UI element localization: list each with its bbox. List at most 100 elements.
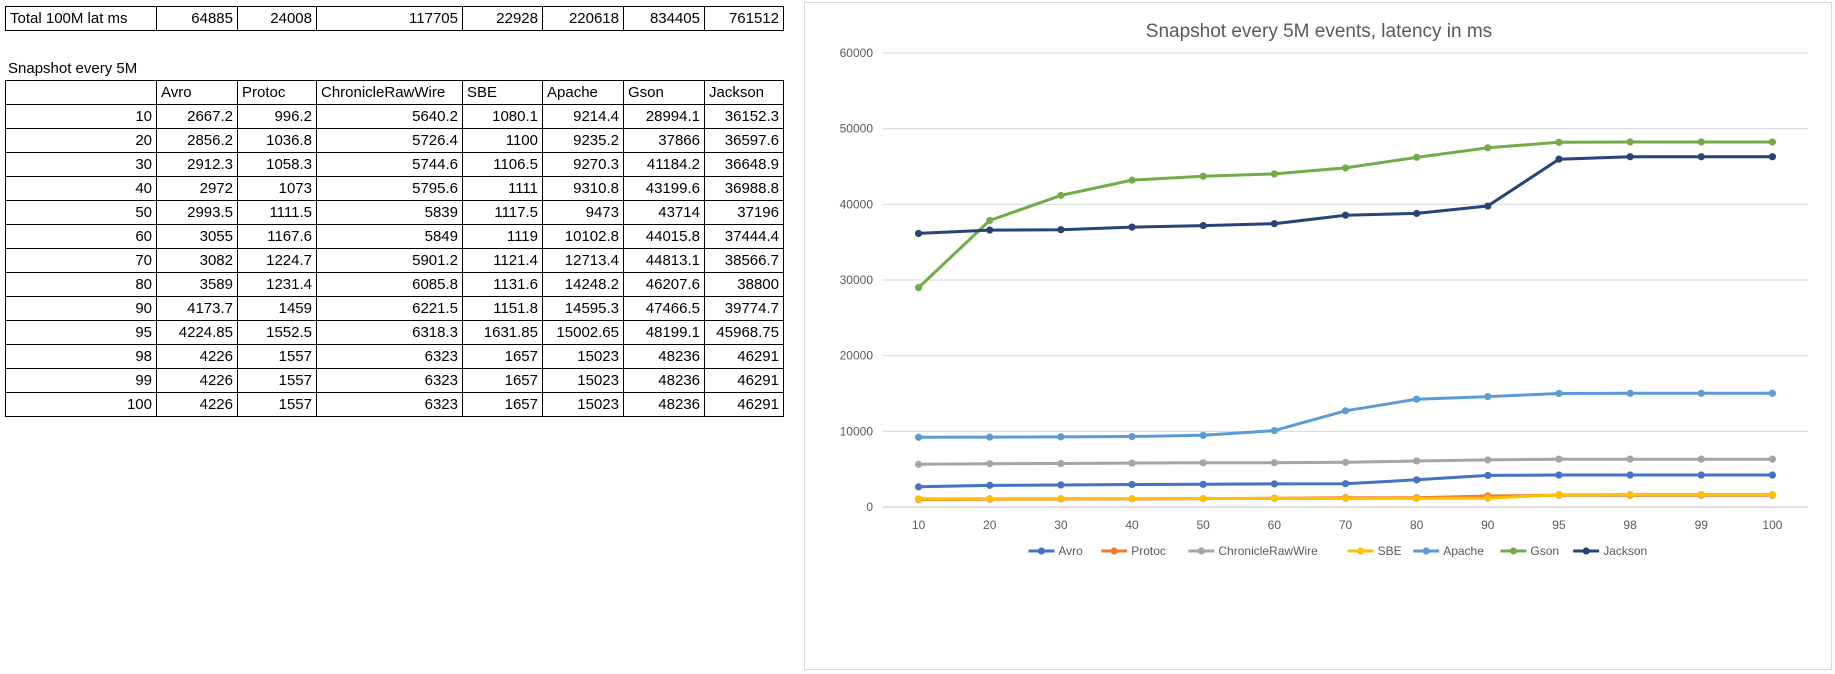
table-cell[interactable]: 4226 <box>156 368 238 393</box>
table-cell[interactable]: 12713.4 <box>542 248 624 273</box>
table-cell[interactable]: 15002.65 <box>542 320 624 345</box>
table-cell[interactable]: 37196 <box>704 200 784 225</box>
table-cell[interactable]: 46207.6 <box>623 272 705 297</box>
table-cell[interactable]: 46291 <box>704 368 784 393</box>
table-cell[interactable]: 1167.6 <box>237 224 317 249</box>
row-label-cell[interactable]: 80 <box>5 272 157 297</box>
header-cell-sbe[interactable]: SBE <box>462 80 543 105</box>
table-cell[interactable]: 9270.3 <box>542 152 624 177</box>
data-point[interactable] <box>1128 494 1136 503</box>
data-point[interactable] <box>1270 494 1278 503</box>
table-cell[interactable]: 1119 <box>462 224 543 249</box>
table-cell[interactable]: 1231.4 <box>237 272 317 297</box>
data-point[interactable] <box>914 284 923 292</box>
data-point[interactable] <box>1555 471 1563 479</box>
header-cell-gson[interactable]: Gson <box>623 80 705 105</box>
header-cell-avro[interactable]: Avro <box>156 80 238 105</box>
data-point[interactable] <box>1128 432 1136 441</box>
data-point[interactable] <box>1199 172 1207 180</box>
table-cell[interactable]: 38800 <box>704 272 784 297</box>
data-point[interactable] <box>1199 431 1207 439</box>
table-cell[interactable]: 4224.85 <box>156 320 238 345</box>
row-label-cell[interactable]: 95 <box>5 320 157 345</box>
data-point[interactable] <box>1697 138 1705 146</box>
row-label-cell[interactable]: 20 <box>5 128 157 153</box>
table-cell[interactable]: 5839 <box>316 200 463 225</box>
table-cell[interactable]: 996.2 <box>237 104 317 129</box>
data-point[interactable] <box>1484 202 1492 210</box>
table-cell[interactable]: 5726.4 <box>316 128 463 153</box>
row-label-cell[interactable]: 100 <box>5 392 157 417</box>
table-cell[interactable]: 48236 <box>623 392 705 417</box>
data-point[interactable] <box>1626 153 1634 161</box>
data-point[interactable] <box>1128 480 1136 489</box>
table-cell[interactable]: 41184.2 <box>623 152 705 177</box>
table-cell[interactable]: 9310.8 <box>542 176 624 201</box>
table-cell[interactable]: 1058.3 <box>237 152 317 177</box>
table-cell[interactable]: 43714 <box>623 200 705 225</box>
header-cell-apache[interactable]: Apache <box>542 80 624 105</box>
row-label-cell[interactable]: 99 <box>5 368 157 393</box>
table-cell[interactable]: 1557 <box>237 344 317 369</box>
table-cell[interactable]: 43199.6 <box>623 176 705 201</box>
data-point[interactable] <box>1768 471 1777 479</box>
data-point[interactable] <box>1057 191 1065 199</box>
data-point[interactable] <box>1626 471 1634 479</box>
data-point[interactable] <box>1555 455 1563 463</box>
table-cell[interactable]: 1121.4 <box>462 248 543 273</box>
data-point[interactable] <box>1413 476 1421 484</box>
table-cell[interactable]: 3589 <box>156 272 238 297</box>
total-sbe-cell[interactable]: 22928 <box>462 6 543 31</box>
table-cell[interactable]: 1106.5 <box>462 152 543 177</box>
table-cell[interactable]: 6221.5 <box>316 296 463 321</box>
header-cell-protoc[interactable]: Protoc <box>237 80 317 105</box>
total-avro-cell[interactable]: 64885 <box>156 6 238 31</box>
data-point[interactable] <box>1270 220 1278 228</box>
data-point[interactable] <box>986 495 994 503</box>
row-label-cell[interactable]: 98 <box>5 344 157 369</box>
row-label-cell[interactable]: 90 <box>5 296 157 321</box>
data-point[interactable] <box>914 229 923 238</box>
data-point[interactable] <box>1199 494 1207 503</box>
data-point[interactable] <box>1768 153 1777 161</box>
table-cell[interactable]: 5640.2 <box>316 104 463 129</box>
table-cell[interactable]: 2856.2 <box>156 128 238 153</box>
table-cell[interactable]: 4226 <box>156 392 238 417</box>
snapshot-table-title[interactable]: Snapshot every 5M <box>8 60 138 77</box>
header-cell-jackson[interactable]: Jackson <box>704 80 784 105</box>
table-cell[interactable]: 6323 <box>316 392 463 417</box>
table-cell[interactable]: 37444.4 <box>704 224 784 249</box>
data-point[interactable] <box>1626 455 1634 463</box>
table-cell[interactable]: 3082 <box>156 248 238 273</box>
table-cell[interactable]: 5849 <box>316 224 463 249</box>
data-point[interactable] <box>914 483 923 491</box>
data-point[interactable] <box>1270 170 1278 178</box>
row-label-cell[interactable]: 50 <box>5 200 157 225</box>
table-cell[interactable]: 28994.1 <box>623 104 705 129</box>
row-label-cell[interactable]: 70 <box>5 248 157 273</box>
table-cell[interactable]: 46291 <box>704 392 784 417</box>
data-point[interactable] <box>1341 494 1350 503</box>
data-point[interactable] <box>1057 481 1065 489</box>
chart-panel[interactable]: Snapshot every 5M events, latency in ms … <box>804 2 1832 670</box>
data-point[interactable] <box>1484 494 1492 502</box>
header-corner-cell[interactable] <box>5 80 157 105</box>
total-gson-cell[interactable]: 834405 <box>623 6 705 31</box>
total-apache-cell[interactable]: 220618 <box>542 6 624 31</box>
data-point[interactable] <box>1128 176 1136 184</box>
data-point[interactable] <box>914 495 923 503</box>
table-cell[interactable]: 6323 <box>316 368 463 393</box>
data-point[interactable] <box>1199 480 1207 488</box>
table-cell[interactable]: 1557 <box>237 392 317 417</box>
data-point[interactable] <box>986 460 994 468</box>
data-point[interactable] <box>1555 138 1563 146</box>
data-point[interactable] <box>1626 490 1634 499</box>
row-label-cell[interactable]: 10 <box>5 104 157 129</box>
table-cell[interactable]: 44015.8 <box>623 224 705 249</box>
table-cell[interactable]: 9473 <box>542 200 624 225</box>
table-cell[interactable]: 1073 <box>237 176 317 201</box>
table-cell[interactable]: 1631.85 <box>462 320 543 345</box>
legend-item[interactable]: Avro <box>1028 544 1083 558</box>
data-point[interactable] <box>1057 226 1065 234</box>
table-cell[interactable]: 5744.6 <box>316 152 463 177</box>
